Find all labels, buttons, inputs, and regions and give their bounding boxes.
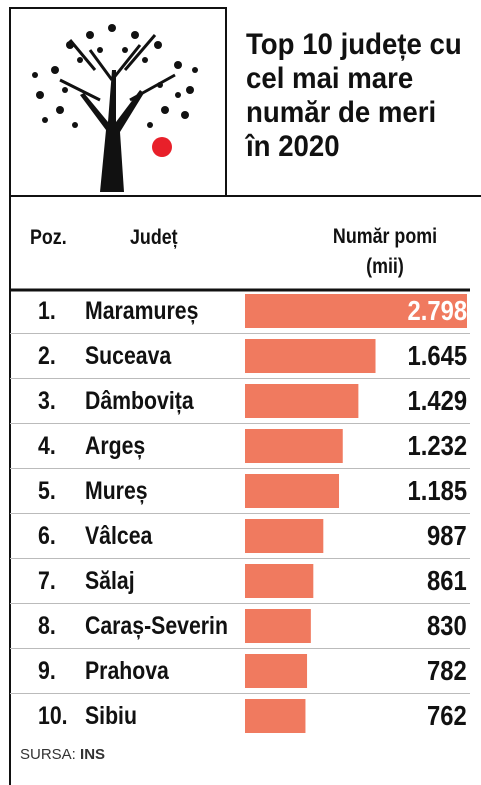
value-label: 1.232: [407, 430, 467, 461]
category-label: Prahova: [85, 657, 169, 685]
bar: [245, 564, 314, 598]
rank: 6.: [38, 522, 56, 550]
value-label: 1.429: [407, 385, 467, 416]
category-label: Suceava: [85, 342, 172, 370]
bar: [245, 699, 306, 733]
value-label: 1.645: [407, 340, 467, 371]
value-header: Număr pomi (mii): [332, 225, 438, 278]
rank: 7.: [38, 567, 56, 595]
value-label: 782: [427, 655, 467, 686]
apple-icon: [152, 137, 172, 157]
value-label: 861: [427, 565, 467, 596]
bar: [245, 384, 359, 418]
category-label: Maramureș: [85, 297, 199, 325]
rank: 3.: [38, 387, 56, 415]
rank: 9.: [38, 657, 56, 685]
tree-icon: [32, 24, 198, 192]
value-label: 830: [427, 610, 467, 641]
rank: 5.: [38, 477, 56, 505]
rank: 10.: [38, 702, 68, 730]
category-label: Caraș-Severin: [85, 612, 228, 640]
category-label: Sălaj: [85, 567, 135, 595]
value-label: 2.798: [407, 295, 467, 326]
source-label: SURSA:: [20, 746, 76, 763]
category-label: Argeș: [85, 432, 146, 460]
rank-header: Poz.: [30, 226, 67, 249]
source-name: INS: [80, 746, 106, 763]
category-label: Sibiu: [85, 702, 137, 730]
bar: [245, 339, 376, 373]
category-label: Mureș: [85, 477, 148, 505]
category-label: Vâlcea: [85, 522, 153, 550]
rank: 2.: [38, 342, 56, 370]
bar: [245, 654, 308, 688]
bar: [245, 474, 340, 508]
chart-title: Top 10 județe cu cel mai mare număr de m…: [246, 28, 462, 163]
bar: [245, 519, 324, 553]
bar: [245, 609, 311, 643]
bar: [245, 294, 467, 328]
category-header: Județ: [130, 226, 178, 249]
bar: [245, 429, 343, 463]
category-label: Dâmbovița: [85, 387, 194, 415]
rank: 4.: [38, 432, 56, 460]
rank: 1.: [38, 297, 56, 325]
value-label: 762: [427, 700, 467, 731]
value-label: 1.185: [407, 475, 467, 506]
value-label: 987: [427, 520, 467, 551]
source: SURSA: INS: [20, 746, 105, 763]
rank: 8.: [38, 612, 56, 640]
